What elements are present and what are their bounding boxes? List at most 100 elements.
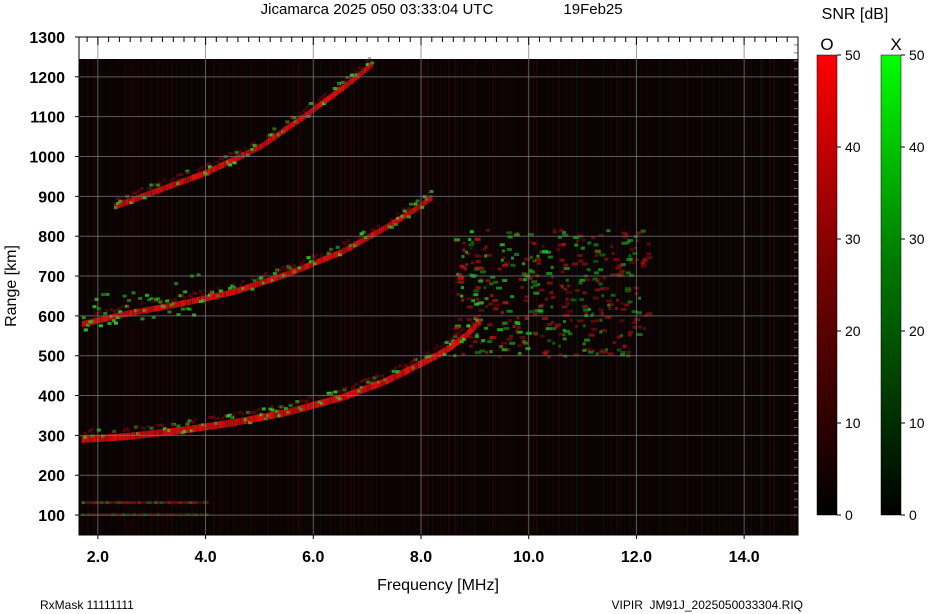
- noise-stripe: [457, 58, 458, 536]
- o-echo-cell: [298, 116, 302, 123]
- o-echo-cell: [374, 381, 378, 389]
- spread-echo-cell: [582, 291, 587, 295]
- spread-echo-cell: [598, 308, 604, 312]
- echo-halo-cell: [232, 411, 236, 415]
- spread-echo-cell: [555, 325, 558, 329]
- spread-echo-cell: [632, 251, 638, 255]
- spread-echo-cell: [455, 280, 460, 284]
- x-echo-cell: [394, 223, 399, 227]
- x-echo-cell: [101, 293, 106, 297]
- x-echo-cell: [185, 169, 190, 173]
- x-echo-cell: [83, 328, 88, 332]
- o-echo-cell: [154, 429, 157, 437]
- noise-stripe: [344, 58, 346, 536]
- spread-echo-cell: [638, 296, 641, 300]
- noise-stripe: [106, 58, 107, 536]
- o-echo-cell: [300, 115, 304, 122]
- low-range-cell: [197, 501, 201, 505]
- o-echo-cell: [214, 165, 218, 172]
- x-echo-cell: [413, 202, 418, 206]
- spread-echo-cell: [575, 288, 580, 292]
- spread-echo-cell: [626, 350, 631, 354]
- noise-stripe: [166, 58, 168, 536]
- x-echo-cell: [348, 244, 353, 247]
- x-echo-cell: [466, 324, 471, 328]
- spread-echo-cell: [551, 295, 556, 299]
- spread-echo-cell: [626, 241, 631, 244]
- x-tick-label: 14.0: [729, 549, 760, 566]
- x-echo-cell: [92, 305, 97, 309]
- echo-halo-cell: [475, 316, 479, 320]
- o-echo-cell: [194, 173, 198, 180]
- y-tick-label: 700: [38, 269, 65, 286]
- noise-stripe: [760, 58, 762, 536]
- echo-halo-cell: [171, 177, 175, 181]
- x-echo-cell: [86, 323, 90, 327]
- o-echo-cell: [356, 72, 360, 79]
- noise-stripe: [593, 58, 594, 536]
- o-echo-cell: [313, 105, 317, 112]
- x-echo-cell: [189, 429, 194, 433]
- noise-stripe: [310, 58, 311, 536]
- x-echo-cell: [109, 314, 114, 318]
- noise-stripe: [616, 58, 618, 536]
- noise-stripe: [686, 58, 688, 536]
- x-echo-cell: [308, 260, 313, 264]
- o-echo-cell: [252, 415, 256, 423]
- spread-echo-cell: [553, 228, 557, 232]
- o-echo-cell: [88, 435, 92, 443]
- o-echo-cell: [136, 308, 139, 315]
- spread-echo-cell: [591, 327, 598, 331]
- o-echo-cell: [340, 249, 344, 256]
- colorbar-o-scale: [816, 54, 838, 516]
- x-echo-cell: [341, 81, 346, 84]
- echo-halo-cell: [94, 312, 98, 315]
- o-echo-cell: [331, 396, 335, 404]
- echo-halo-cell: [293, 264, 297, 268]
- noise-stripe: [474, 58, 476, 536]
- x-echo-cell: [158, 300, 163, 304]
- spread-echo-cell: [516, 316, 520, 320]
- x-echo-cell: [389, 225, 394, 229]
- o-echo-cell: [351, 390, 354, 398]
- o-echo-cell: [402, 213, 406, 220]
- spread-echo-cell: [595, 253, 599, 257]
- o-echo-cell: [342, 247, 346, 254]
- spread-echo-cell: [529, 255, 533, 259]
- o-echo-cell: [201, 423, 205, 431]
- o-echo-cell: [461, 333, 465, 341]
- echo-halo-cell: [154, 299, 157, 303]
- x-echo-cell: [187, 419, 192, 423]
- o-echo-cell: [324, 255, 328, 262]
- x-echo-cell: [400, 214, 405, 218]
- spread-echo-cell: [591, 312, 595, 316]
- low-range-cell: [194, 501, 198, 505]
- spread-echo-cell: [538, 305, 544, 308]
- echo-halo-cell: [299, 399, 303, 403]
- spread-echo-cell: [479, 266, 485, 270]
- colorbar-tick-label: 20: [909, 323, 925, 339]
- noise-stripe: [547, 58, 548, 536]
- spread-echo-cell: [458, 275, 465, 279]
- x-echo-cell: [361, 230, 366, 234]
- x-echo-cell: [133, 309, 138, 313]
- x-echo-cell: [363, 236, 368, 240]
- spread-echo-cell: [507, 235, 513, 239]
- low-range-cell: [124, 501, 128, 505]
- noise-stripe: [176, 58, 177, 536]
- x-echo-cell: [96, 428, 101, 432]
- spread-echo-cell: [619, 273, 625, 276]
- spread-echo-cell: [469, 273, 472, 277]
- o-echo-cell: [145, 191, 149, 198]
- o-echo-cell: [86, 319, 89, 326]
- x-echo-cell: [335, 396, 340, 400]
- spread-echo-cell: [610, 293, 616, 297]
- echo-halo-cell: [147, 425, 151, 429]
- spread-echo-cell: [621, 241, 628, 245]
- echo-halo-cell: [302, 259, 306, 263]
- spread-echo-cell: [501, 341, 508, 345]
- spread-echo-cell: [599, 330, 603, 334]
- x-echo-cell: [140, 317, 145, 321]
- o-echo-cell: [400, 369, 404, 377]
- x-echo-cell: [131, 291, 136, 295]
